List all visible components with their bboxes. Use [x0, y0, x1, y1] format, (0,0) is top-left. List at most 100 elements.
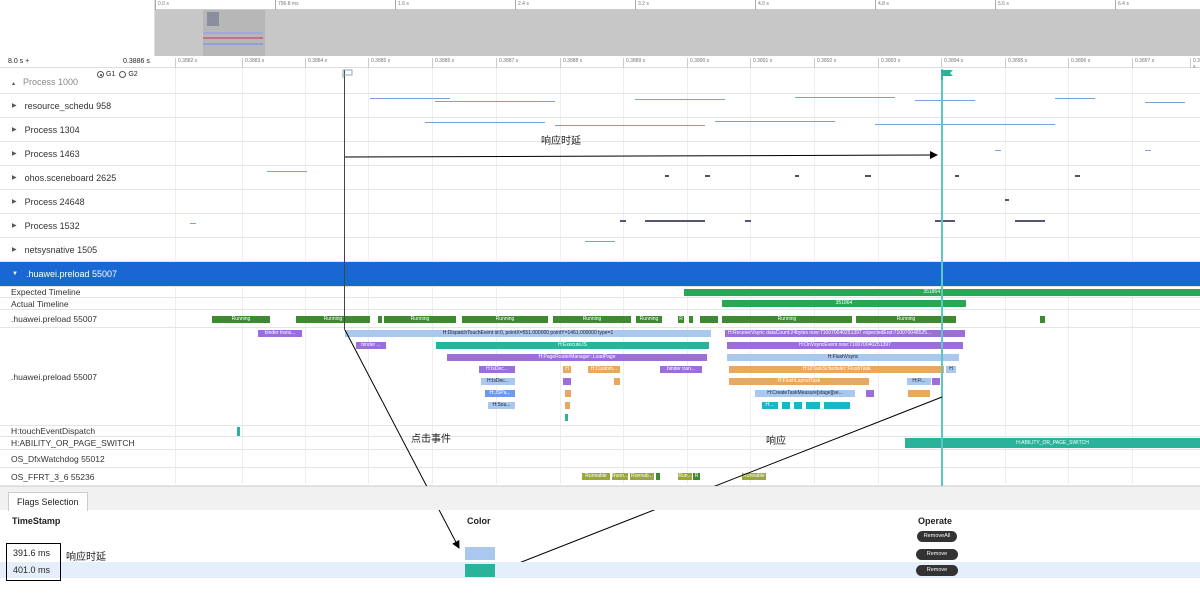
small-slice[interactable]	[806, 402, 820, 409]
overview-band[interactable]	[155, 10, 1200, 56]
process-track[interactable]	[155, 166, 1200, 189]
time-ruler[interactable]: 8.0 s + 0.3886 s 0.3882 s 0.3883 s 0.388…	[0, 56, 1200, 70]
collapse-icon[interactable]: ▼	[12, 271, 18, 277]
small-slice[interactable]: H:...	[762, 402, 778, 409]
process-track[interactable]	[155, 190, 1200, 213]
actual-frame-slice[interactable]: 351864	[722, 300, 966, 307]
touch-dispatch-row[interactable]: H:touchEventDispatch	[0, 426, 1200, 437]
collapse-icon[interactable]: ▴	[12, 81, 16, 87]
isdec-slice[interactable]: H:IsDec...	[481, 378, 515, 385]
small-slice[interactable]	[782, 402, 790, 409]
running-slice[interactable]	[700, 316, 718, 323]
dispatch-touch-slice[interactable]: H:DispatchTouchEvent id:0, pointX=551.00…	[345, 330, 711, 337]
process-row[interactable]: ▴ Process 1000 G1 G2	[0, 68, 1200, 94]
flag-color-swatch[interactable]	[465, 564, 495, 577]
on-vsync-slice[interactable]: H:OnVsyncEvent now:710070040251397	[727, 342, 963, 349]
runnable-slice[interactable]: Runnab...	[630, 473, 654, 480]
page-router-slice[interactable]: H:PageRouterManager::LoadPage	[447, 354, 707, 361]
process-track[interactable]	[155, 142, 1200, 165]
small-slice[interactable]	[908, 390, 930, 397]
binder-transaction-slice[interactable]: binder trans...	[258, 330, 302, 337]
ability-switch-slice[interactable]: H:ABILITY_OR_PAGE_SWITCH	[905, 438, 1200, 448]
small-slice[interactable]	[866, 390, 874, 397]
expand-icon[interactable]: ▶	[12, 175, 17, 181]
flush-short-slice[interactable]: H:Fl...	[907, 378, 931, 385]
expand-icon[interactable]: ▶	[12, 223, 17, 229]
running-slice[interactable]: Running	[856, 316, 956, 323]
remove-all-button[interactable]: RemoveAll	[917, 531, 957, 542]
process-row[interactable]: ▶ Process 1463	[0, 142, 1200, 166]
expand-icon[interactable]: ▶	[12, 127, 17, 133]
running-slice[interactable]: R	[693, 473, 700, 480]
running-slice[interactable]: Running	[462, 316, 548, 323]
trace-overview[interactable]: 0.0 s 796.8 ms 1.6 s 2.4 s 3.2 s 4.0 s 4…	[0, 0, 1200, 56]
flag-color-swatch[interactable]	[465, 547, 495, 560]
watchdog-row[interactable]: OS_DfxWatchdog 55012	[0, 450, 1200, 468]
binder-reply-slice[interactable]: binder ...	[356, 342, 386, 349]
sou-slice[interactable]: H:Sou...	[488, 402, 515, 409]
small-slice[interactable]	[824, 402, 850, 409]
running-slice[interactable]	[378, 316, 382, 323]
receive-vsync-slice[interactable]: H:ReceiveVsync dataCount:24bytes now:710…	[725, 330, 965, 337]
small-slice[interactable]	[794, 402, 802, 409]
process-row[interactable]: ▶ Process 1304	[0, 118, 1200, 142]
thread-state-row[interactable]: .huawei.preload 55007 Running Running Ru…	[0, 310, 1200, 328]
flush-layout-slice[interactable]: H:FlushLayoutTask	[729, 378, 869, 385]
small-slice[interactable]	[565, 390, 571, 397]
expand-icon[interactable]: ▶	[12, 103, 17, 109]
flag-icon[interactable]	[941, 69, 955, 80]
binder-tran2-slice[interactable]: binder tran...	[660, 366, 702, 373]
remove-flag-button[interactable]: Remove	[916, 565, 958, 576]
runnable-slice[interactable]: Runnable	[742, 473, 766, 480]
running-slice[interactable]: Running	[212, 316, 270, 323]
running-slice[interactable]: Running	[296, 316, 370, 323]
group-radio[interactable]: G1 G2	[97, 71, 138, 78]
ability-switch-row[interactable]: H:ABILITY_OR_PAGE_SWITCH H:ABILITY_OR_PA…	[0, 437, 1200, 450]
running-slice[interactable]: Running	[553, 316, 631, 323]
expand-icon[interactable]: ▶	[12, 199, 17, 205]
execute-js-slice[interactable]: H:ExecuteJS	[436, 342, 709, 349]
running-slice[interactable]: Running	[722, 316, 852, 323]
expanded-process-row[interactable]: ▼ .huawei.preload 55007	[0, 262, 1200, 287]
runnable-slice[interactable]: Runnable	[582, 473, 610, 480]
radio-g1-icon[interactable]	[97, 71, 104, 78]
expand-icon[interactable]: ▶	[12, 151, 17, 157]
small-slice[interactable]	[565, 414, 568, 421]
flag-icon[interactable]	[342, 69, 354, 79]
tab-flags-selection[interactable]: Flags Selection	[8, 492, 88, 511]
process-track[interactable]	[155, 238, 1200, 261]
process-track[interactable]	[155, 214, 1200, 237]
remove-flag-button[interactable]: Remove	[916, 549, 958, 560]
expand-icon[interactable]: ▶	[12, 247, 17, 253]
process-track[interactable]	[155, 118, 1200, 141]
running-slice[interactable]	[656, 473, 660, 480]
running-slice[interactable]	[1040, 316, 1045, 323]
custom-slice[interactable]: H:Custom...	[588, 366, 620, 373]
running-slice[interactable]: Running	[636, 316, 662, 323]
process-track[interactable]	[155, 94, 1200, 117]
small-slice[interactable]	[932, 378, 940, 385]
running-slice[interactable]: Running	[384, 316, 456, 323]
process-row[interactable]: ▶ resource_schedu 958	[0, 94, 1200, 118]
running-slice[interactable]: R	[678, 316, 684, 323]
isdec-slice[interactable]: H:IsDec...	[479, 366, 515, 373]
running-slice[interactable]	[689, 316, 693, 323]
touch-slice[interactable]	[237, 427, 240, 436]
small-slice[interactable]: H	[946, 366, 956, 373]
flush-vsync-slice[interactable]: H:FlushVsync	[727, 354, 959, 361]
process-row[interactable]: ▶ ohos.sceneboard 2625	[0, 166, 1200, 190]
small-slice[interactable]	[563, 378, 571, 385]
actual-timeline-row[interactable]: Actual Timeline 351864	[0, 298, 1200, 310]
process-row[interactable]: ▶ Process 1532	[0, 214, 1200, 238]
process-row[interactable]: ▶ Process 24648	[0, 190, 1200, 214]
create-task-slice[interactable]: H:CreateTaskMeasure[stage][se...	[755, 390, 855, 397]
radio-g2-icon[interactable]	[119, 71, 127, 78]
jspa-slice[interactable]: H:JSPa...	[485, 390, 515, 397]
runnable-slice[interactable]: Run...	[678, 473, 692, 480]
process-row[interactable]: ▶ netsysnative 1505	[0, 238, 1200, 262]
runnable-slice[interactable]: Runn...	[612, 473, 628, 480]
flush-task-slice[interactable]: H:UITaskScheduler::FlushTask	[729, 366, 944, 373]
small-slice[interactable]	[614, 378, 620, 385]
ffrt-row[interactable]: OS_FFRT_3_6 55236 Runnable Runn... Runna…	[0, 468, 1200, 486]
small-slice[interactable]	[565, 402, 570, 409]
